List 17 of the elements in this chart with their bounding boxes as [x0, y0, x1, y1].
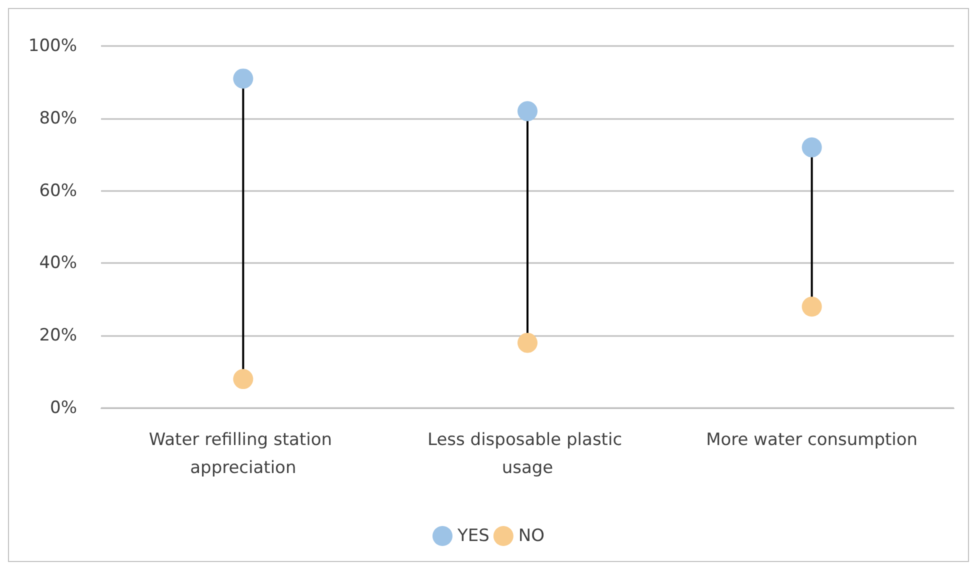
legend-label: NO [518, 526, 545, 546]
point [802, 296, 822, 317]
x-tick-label: Less disposable plastic usage [428, 430, 628, 478]
y-tick-label: 80% [39, 108, 77, 128]
y-tick-label: 100% [28, 36, 77, 56]
y-tick-label: 20% [39, 326, 77, 346]
point [233, 369, 254, 390]
x-tick-label: More water consumption [706, 430, 918, 450]
legend-label: YES [456, 526, 490, 546]
y-tick-label: 40% [39, 253, 77, 274]
point [233, 68, 254, 89]
y-tick-label: 60% [39, 180, 77, 201]
point [518, 332, 538, 353]
x-tick-label: Water refilling station appreciation [148, 430, 338, 478]
point [518, 101, 538, 122]
point [802, 137, 822, 158]
y-tick-label: 0% [50, 398, 77, 418]
